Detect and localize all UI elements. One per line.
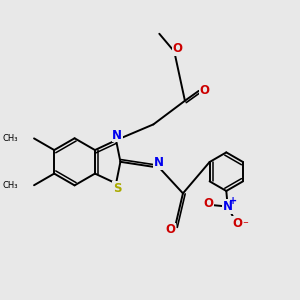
Text: CH₃: CH₃ [3,181,18,190]
Text: +: + [229,196,237,206]
Text: ⁻: ⁻ [242,220,248,230]
Text: O: O [204,197,214,210]
Text: O: O [232,217,242,230]
Text: N: N [112,129,122,142]
Text: O: O [172,42,182,55]
Text: CH₃: CH₃ [3,134,18,143]
Text: O: O [200,84,209,98]
Text: N: N [154,156,164,169]
Text: O: O [166,223,176,236]
Text: N: N [223,200,233,213]
Text: S: S [113,182,122,195]
